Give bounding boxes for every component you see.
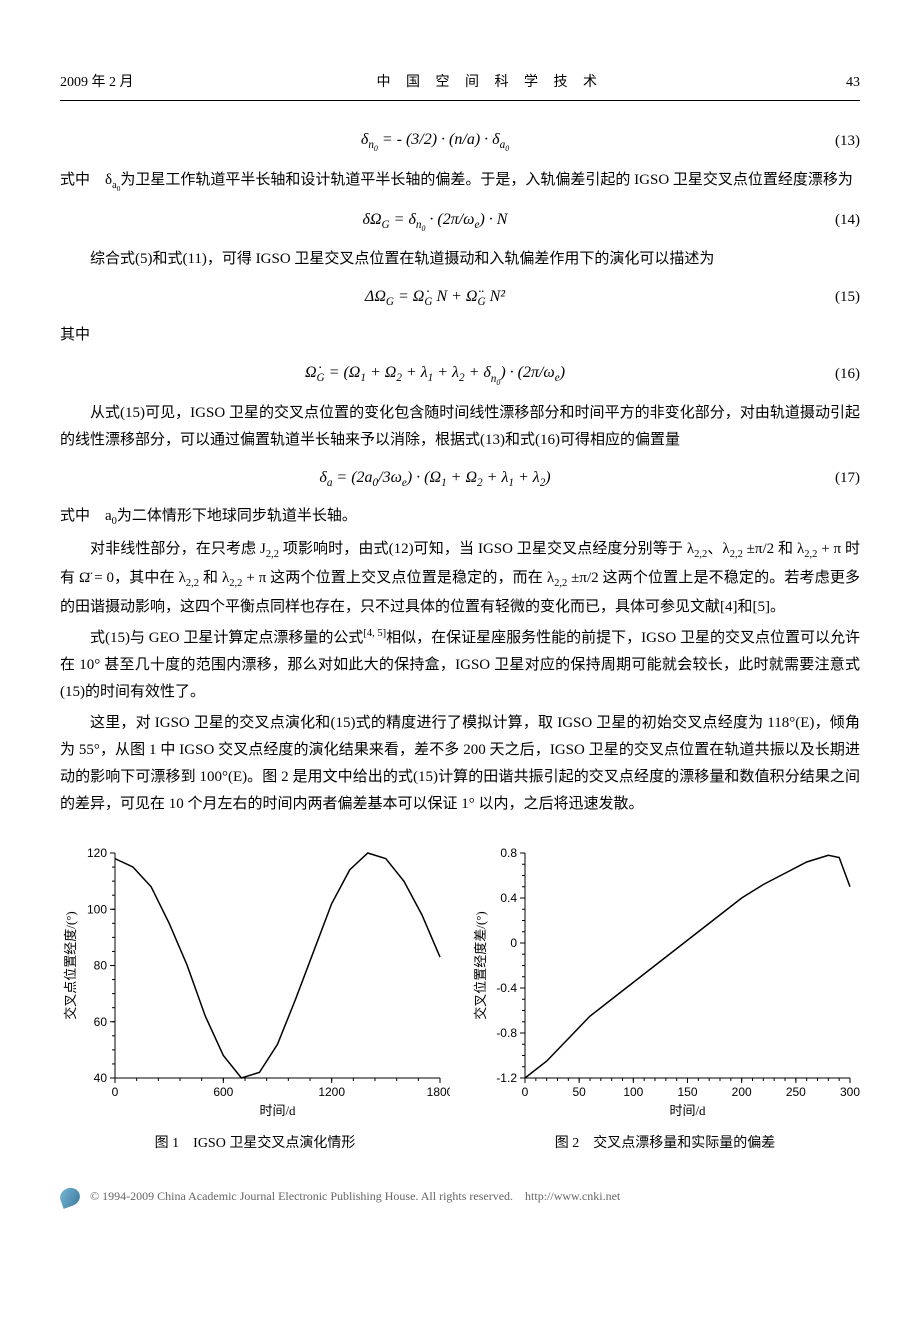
svg-text:-0.4: -0.4 xyxy=(496,981,517,995)
svg-text:80: 80 xyxy=(94,959,108,973)
eq16-expr: Ω̇G = (Ω1 + Ω2 + λ1 + λ2 + δn0) · (2π/ωe… xyxy=(60,359,810,390)
eq17-expr: δa = (2a0/3ωe) · (Ω1 + Ω2 + λ1 + λ2) xyxy=(60,464,810,493)
eq17-num: (17) xyxy=(810,465,860,492)
svg-text:交叉点位置经度/(°): 交叉点位置经度/(°) xyxy=(63,911,78,1019)
svg-text:0.8: 0.8 xyxy=(500,846,517,860)
para-4: 从式(15)可见，IGSO 卫星的交叉点位置的变化包含随时间线性漂移部分和时间平… xyxy=(60,400,860,454)
svg-text:60: 60 xyxy=(94,1015,108,1029)
cnki-icon xyxy=(58,1185,83,1209)
equation-17: δa = (2a0/3ωe) · (Ω1 + Ω2 + λ1 + λ2) (17… xyxy=(60,464,860,493)
para-6: 对非线性部分，在只考虑 J2,2 项影响时，由式(12)可知，当 IGSO 卫星… xyxy=(60,536,860,621)
chart-1-caption: 图 1 IGSO 卫星交叉点演化情形 xyxy=(60,1131,450,1156)
chart-2: 0 50 100 150 200 250 300 -1.2 -0.8 -0.4 0 0.4 0.8 时间/… xyxy=(470,843,860,1123)
charts-row: 060012001800406080100120时间/d交叉点位置经度/(°) … xyxy=(60,843,860,1156)
svg-text:1800: 1800 xyxy=(427,1085,450,1099)
chart-2-caption: 图 2 交叉点漂移量和实际量的偏差 xyxy=(470,1131,860,1156)
header-date: 2009 年 2 月 xyxy=(60,70,134,95)
svg-text:0: 0 xyxy=(522,1085,529,1099)
eq14-expr: δΩG = δn0 · (2π/ωe) · N xyxy=(60,206,810,237)
chart-1: 0 600 1200 1800 40 60 80 100 120 时间/d 交叉点位置经度/(°) xyxy=(60,843,450,1123)
svg-text:120: 120 xyxy=(87,846,107,860)
svg-text:100: 100 xyxy=(87,902,107,916)
svg-text:250: 250 xyxy=(786,1085,806,1099)
para-2: 综合式(5)和式(11)，可得 IGSO 卫星交叉点位置在轨道摄动和入轨偏差作用… xyxy=(60,246,860,273)
eq13-num: (13) xyxy=(810,128,860,155)
equation-15: ΔΩG = Ω̇G N + Ω̈G N² (15) xyxy=(60,283,860,312)
equation-13: δn0 = - (3/2) · (n/a) · δa0 (13) xyxy=(60,126,860,157)
para-8: 这里，对 IGSO 卫星的交叉点演化和(15)式的精度进行了模拟计算，取 IGS… xyxy=(60,710,860,818)
eq16-num: (16) xyxy=(810,361,860,388)
svg-text:100: 100 xyxy=(623,1085,643,1099)
para-7: 式(15)与 GEO 卫星计算定点漂移量的公式[4, 5]相似，在保证星座服务性… xyxy=(60,625,860,706)
svg-text:交叉位置经度差/(°): 交叉位置经度差/(°) xyxy=(473,911,488,1019)
para-5: 式中 a0为二体情形下地球同步轨道半长轴。 xyxy=(60,503,860,532)
footer-text: © 1994-2009 China Academic Journal Elect… xyxy=(90,1186,620,1208)
page-header: 2009 年 2 月 中 国 空 间 科 学 技 术 43 xyxy=(60,70,860,101)
eq13-expr: δn0 = - (3/2) · (n/a) · δa0 xyxy=(60,126,810,157)
eq14-num: (14) xyxy=(810,207,860,234)
header-journal: 中 国 空 间 科 学 技 术 xyxy=(377,70,604,95)
equation-16: Ω̇G = (Ω1 + Ω2 + λ1 + λ2 + δn0) · (2π/ωe… xyxy=(60,359,860,390)
svg-text:300: 300 xyxy=(840,1085,860,1099)
svg-text:1200: 1200 xyxy=(318,1085,345,1099)
svg-text:-0.8: -0.8 xyxy=(496,1026,517,1040)
svg-text:0: 0 xyxy=(112,1085,119,1099)
svg-text:0.4: 0.4 xyxy=(500,891,517,905)
svg-text:-1.2: -1.2 xyxy=(496,1071,517,1085)
chart-2-box: 0 50 100 150 200 250 300 -1.2 -0.8 -0.4 0 0.4 0.8 时间/… xyxy=(470,843,860,1156)
header-page: 43 xyxy=(846,70,860,95)
svg-text:40: 40 xyxy=(94,1071,108,1085)
svg-text:600: 600 xyxy=(213,1085,233,1099)
para-1: 式中 δa0为卫星工作轨道平半长轴和设计轨道平半长轴的偏差。于是，入轨偏差引起的… xyxy=(60,167,860,196)
chart-1-box: 060012001800406080100120时间/d交叉点位置经度/(°) … xyxy=(60,843,450,1156)
svg-text:时间/d: 时间/d xyxy=(669,1103,706,1118)
para-3: 其中 xyxy=(60,322,860,349)
svg-text:时间/d: 时间/d xyxy=(259,1103,296,1118)
svg-text:200: 200 xyxy=(732,1085,752,1099)
equation-14: δΩG = δn0 · (2π/ωe) · N (14) xyxy=(60,206,860,237)
svg-text:150: 150 xyxy=(677,1085,697,1099)
svg-text:0: 0 xyxy=(510,936,517,950)
svg-text:50: 50 xyxy=(572,1085,586,1099)
eq15-expr: ΔΩG = Ω̇G N + Ω̈G N² xyxy=(60,283,810,312)
page-footer: © 1994-2009 China Academic Journal Elect… xyxy=(60,1186,860,1208)
eq15-num: (15) xyxy=(810,284,860,311)
